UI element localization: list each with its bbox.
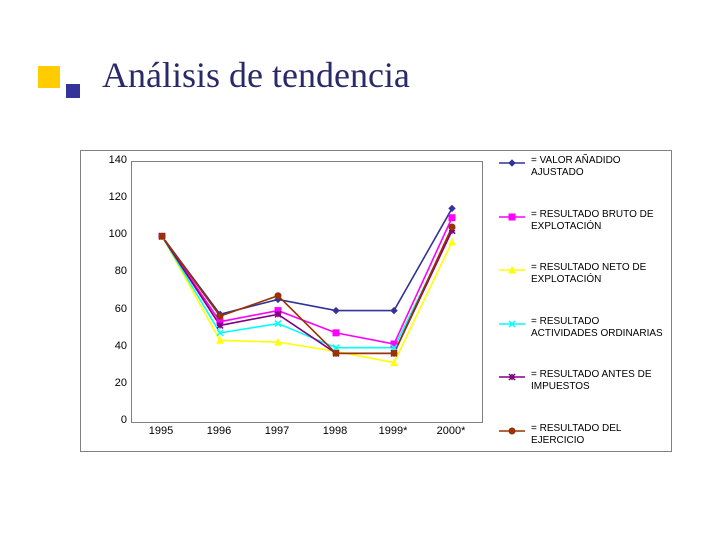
y-tick-label: 40 (91, 340, 127, 352)
accent-square (38, 66, 60, 88)
title-row: Análisis de tendencia (38, 62, 410, 104)
legend: = VALOR AÑADIDO AJUSTADO = RESULTADO BRUT… (499, 155, 664, 447)
chart-container: 0 20 40 60 80 100 120 140 1995 1996 1997 1998 1999*… (80, 150, 672, 452)
x-tick-label: 2000* (431, 425, 471, 437)
y-tick-label: 120 (91, 191, 127, 203)
y-tick-label: 100 (91, 228, 127, 240)
legend-item: = VALOR AÑADIDO AJUSTADO (499, 155, 664, 179)
x-tick-label: 1998 (315, 425, 355, 437)
legend-item: = RESULTADO ACTIVIDADES ORDINARIAS (499, 316, 664, 340)
slide: Análisis de tendencia 0 20 40 60 80 100 120 140… (0, 0, 720, 540)
legend-marker-icon (499, 263, 525, 277)
legend-label: = VALOR AÑADIDO AJUSTADO (531, 155, 664, 179)
legend-label: = RESULTADO ACTIVIDADES ORDINARIAS (531, 316, 664, 340)
legend-item: = RESULTADO NETO DE EXPLOTACIÓN (499, 262, 664, 286)
legend-item: = RESULTADO BRUTO DE EXPLOTACIÓN (499, 209, 664, 233)
legend-marker-icon (499, 156, 525, 170)
y-tick-label: 20 (91, 377, 127, 389)
legend-label: = RESULTADO ANTES DE IMPUESTOS (531, 369, 664, 393)
legend-marker-icon (499, 370, 525, 384)
x-tick-label: 1996 (199, 425, 239, 437)
plot-area (131, 161, 483, 423)
y-tick-label: 60 (91, 303, 127, 315)
bullet-icon (66, 84, 80, 98)
x-tick-label: 1997 (257, 425, 297, 437)
y-tick-label: 140 (91, 154, 127, 166)
x-tick-label: 1999* (373, 425, 413, 437)
y-tick-label: 0 (91, 414, 127, 426)
y-tick-label: 80 (91, 265, 127, 277)
chart-svg (132, 162, 482, 422)
legend-item: = RESULTADO ANTES DE IMPUESTOS (499, 369, 664, 393)
legend-label: = RESULTADO NETO DE EXPLOTACIÓN (531, 262, 664, 286)
legend-marker-icon (499, 210, 525, 224)
x-tick-label: 1995 (141, 425, 181, 437)
legend-marker-icon (499, 317, 525, 331)
legend-label: = RESULTADO BRUTO DE EXPLOTACIÓN (531, 209, 664, 233)
legend-label: = RESULTADO DEL EJERCICIO (531, 423, 664, 447)
slide-title: Análisis de tendencia (102, 54, 410, 96)
legend-marker-icon (499, 424, 525, 438)
legend-item: = RESULTADO DEL EJERCICIO (499, 423, 664, 447)
